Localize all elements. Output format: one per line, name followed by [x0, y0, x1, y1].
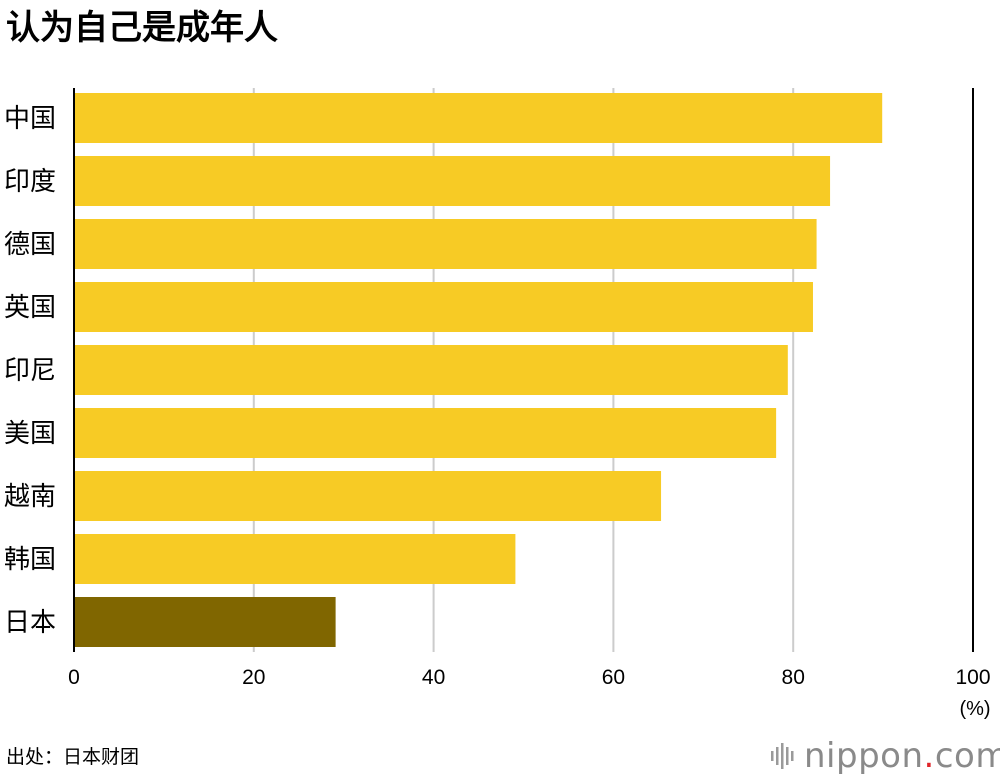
category-label: 中国 [4, 104, 56, 134]
bar [74, 93, 883, 143]
category-label: 印尼 [4, 356, 56, 386]
x-tick-label: 100 [955, 666, 990, 689]
logo-text: nippon.com [804, 736, 1000, 776]
bar [74, 408, 777, 458]
x-tick-label: 60 [602, 666, 625, 689]
bar [74, 534, 516, 584]
category-label: 越南 [4, 482, 56, 512]
axes [73, 88, 974, 652]
x-tick-label: 20 [242, 666, 265, 689]
x-tick-label: 40 [422, 666, 445, 689]
category-label: 英国 [4, 293, 56, 323]
logo-dot: . [923, 736, 935, 776]
nippon-logo[interactable]: nippon.com [770, 736, 1000, 776]
x-tick-labels: 0 20 40 60 80 100 [68, 666, 990, 689]
bar [74, 156, 831, 206]
x-unit-label: (%) [959, 698, 990, 720]
x-tick-label: 80 [782, 666, 805, 689]
logo-tld: com [934, 736, 1000, 776]
chart-title: 认为自己是成年人 [6, 8, 278, 48]
category-label: 韩国 [4, 545, 56, 575]
source-note: 出处：日本财团 [6, 746, 140, 768]
category-label: 印度 [4, 167, 56, 197]
category-label: 德国 [4, 230, 56, 260]
bars [74, 93, 883, 647]
bar [74, 282, 813, 332]
category-label: 美国 [4, 419, 56, 449]
category-label: 日本 [4, 608, 56, 638]
bar [74, 219, 817, 269]
sound-wave-icon [770, 742, 796, 770]
x-tick-label: 0 [68, 666, 80, 689]
bar [74, 345, 788, 395]
bar [74, 471, 662, 521]
bar [74, 597, 336, 647]
logo-name: nippon [804, 736, 924, 776]
